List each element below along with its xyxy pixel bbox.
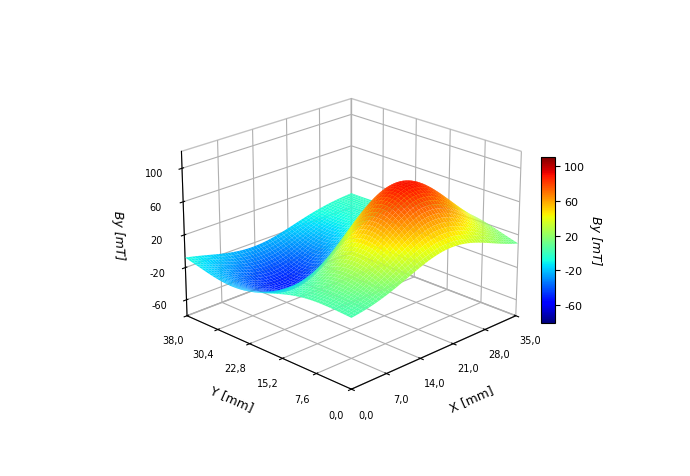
Y-axis label: Y [mm]: Y [mm] [208, 383, 255, 413]
X-axis label: X [mm]: X [mm] [448, 383, 495, 414]
Y-axis label: By [mT]: By [mT] [589, 216, 602, 265]
